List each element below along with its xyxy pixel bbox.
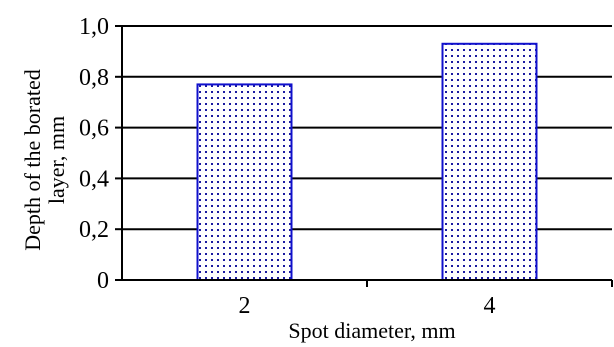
- y-axis-label-line-2: layer, mm: [44, 116, 69, 204]
- bar: [441, 42, 538, 281]
- x-axis-label: Spot diameter, mm: [288, 318, 455, 343]
- y-axis-label-line-1: Depth of the borated: [20, 69, 45, 250]
- horizontal-gridlines: [122, 25, 612, 231]
- y-tick-labels: 0 0,2 0,4 0,6 0,8 1,0: [79, 14, 109, 294]
- bar: [196, 83, 293, 281]
- x-tick-label: 4: [484, 293, 496, 319]
- axes: [115, 25, 613, 287]
- y-axis-label: Depth of the borated layer, mm: [20, 69, 69, 250]
- bars: [196, 42, 538, 281]
- x-tick-label: 2: [239, 293, 251, 319]
- y-tick-label: 0: [97, 268, 109, 294]
- y-tick-label: 0,6: [79, 116, 109, 142]
- y-tick-label: 0,2: [79, 217, 109, 243]
- y-tick-label: 0,4: [79, 166, 109, 192]
- y-tick-label: 1,0: [79, 14, 109, 40]
- y-tick-label: 0,8: [79, 65, 109, 91]
